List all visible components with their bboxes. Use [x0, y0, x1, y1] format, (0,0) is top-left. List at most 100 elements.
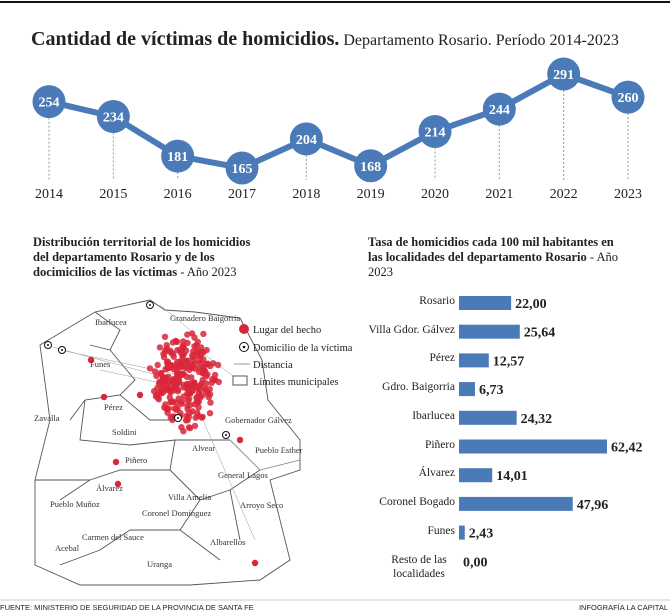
category-label: Pérez — [429, 352, 455, 365]
incident-dot — [171, 405, 178, 412]
home-marker-center — [149, 304, 151, 306]
incident-dot — [194, 385, 202, 392]
incident-dot — [184, 417, 191, 424]
category-label: Álvarez — [418, 467, 455, 480]
place-label: Coronel Domínguez — [142, 508, 211, 518]
x-tick-label: 2018 — [292, 187, 320, 202]
bar-title-main: Tasa de homicidios cada 100 mil habitant… — [368, 235, 614, 264]
x-tick-label: 2023 — [614, 187, 642, 202]
incident-dot — [158, 390, 165, 397]
incident-dot — [186, 424, 194, 432]
bar — [459, 382, 475, 397]
place-label: General Lagos — [218, 470, 268, 480]
incident-dot — [180, 428, 187, 435]
incident-dot — [187, 390, 194, 397]
home-marker-center — [225, 434, 227, 436]
incident-dot — [211, 376, 219, 384]
incident-dot — [112, 458, 120, 466]
category-label: Rosario — [419, 295, 455, 307]
legend-label: Domicilio de la víctima — [253, 343, 353, 354]
place-label: Arroyo Seco — [240, 500, 283, 510]
incident-dot — [173, 399, 180, 406]
category-label: Gdro. Baigorria — [382, 381, 455, 394]
home-marker-center — [47, 344, 49, 346]
incident-dot — [186, 409, 193, 417]
value-label: 291 — [553, 68, 574, 83]
incident-dot — [188, 330, 196, 337]
footer-credit: INFOGRAFÍA LA CAPITAL — [578, 603, 668, 612]
value-label: 62,42 — [611, 441, 643, 456]
subtitle: Departamento Rosario. Período 2014-2023 — [343, 32, 619, 49]
incident-dot — [203, 373, 210, 380]
place-label: Uranga — [147, 559, 172, 569]
category-label: Villa Gdor. Gálvez — [368, 323, 456, 336]
place-label: Piñero — [125, 455, 147, 465]
incident-dot — [157, 369, 165, 377]
incident-dot — [100, 393, 108, 401]
value-circle — [547, 57, 581, 91]
incident-dot — [188, 364, 196, 372]
place-label: Villa Amelia — [168, 492, 211, 502]
bar — [459, 496, 573, 511]
bar — [459, 296, 512, 310]
incident-dot — [200, 330, 207, 338]
incident-dot — [206, 391, 214, 398]
incident-dot — [167, 389, 174, 396]
category-label: Piñero — [424, 438, 455, 451]
incident-dot — [195, 398, 202, 405]
incident-dot — [172, 382, 179, 390]
legend-home-center — [242, 345, 246, 349]
place-label: Álvarez — [96, 483, 123, 493]
value-circle — [354, 149, 388, 183]
x-tick-label: 2015 — [99, 187, 127, 202]
incident-dot — [146, 365, 154, 372]
x-tick-label: 2014 — [35, 187, 63, 202]
legend-label: Lugar del hecho — [253, 325, 321, 336]
incident-dot — [191, 422, 199, 430]
incident-dot — [161, 333, 169, 340]
value-circle — [611, 80, 645, 114]
value-circle — [418, 114, 452, 148]
bar — [459, 324, 520, 339]
value-circle — [161, 139, 195, 173]
place-label: Carmen del Sauce — [82, 532, 144, 542]
value-label: 47,96 — [577, 498, 609, 513]
incident-dot — [164, 345, 171, 353]
bar — [459, 468, 493, 483]
incident-dot — [206, 410, 214, 417]
bar — [459, 525, 465, 540]
value-label: 0,00 — [463, 555, 488, 570]
value-circle — [482, 92, 516, 126]
value-label: 254 — [39, 96, 60, 111]
home-marker-center — [61, 349, 63, 351]
incident-dot — [158, 378, 166, 385]
title: Cantidad de víctimas de homicidios. — [31, 28, 340, 50]
place-label: Gobernador Gálvez — [225, 415, 292, 425]
bar — [459, 410, 517, 425]
x-tick-label: 2021 — [485, 187, 513, 202]
place-label: Pueblo Esther — [255, 445, 303, 455]
incident-dot — [198, 414, 205, 421]
value-label: 22,00 — [515, 297, 547, 312]
place-label: Funes — [90, 359, 110, 369]
incident-dot — [251, 559, 259, 567]
value-label: 204 — [296, 133, 317, 148]
incident-dot — [204, 361, 211, 368]
incident-dot — [181, 358, 188, 366]
x-tick-label: 2020 — [421, 187, 449, 202]
value-label: 244 — [489, 103, 510, 118]
incident-dot — [187, 401, 194, 409]
incident-dot — [180, 371, 187, 378]
value-label: 14,01 — [496, 469, 528, 484]
place-label: Alvear — [192, 443, 215, 453]
incident-dot — [136, 391, 144, 399]
value-label: 168 — [360, 160, 381, 175]
value-label: 6,73 — [479, 383, 504, 398]
legend-box — [232, 375, 248, 386]
incident-dot — [170, 353, 177, 360]
value-circle — [32, 85, 66, 119]
incident-dot — [192, 414, 199, 421]
value-label: 24,32 — [521, 412, 553, 427]
incident-dot — [214, 361, 222, 369]
